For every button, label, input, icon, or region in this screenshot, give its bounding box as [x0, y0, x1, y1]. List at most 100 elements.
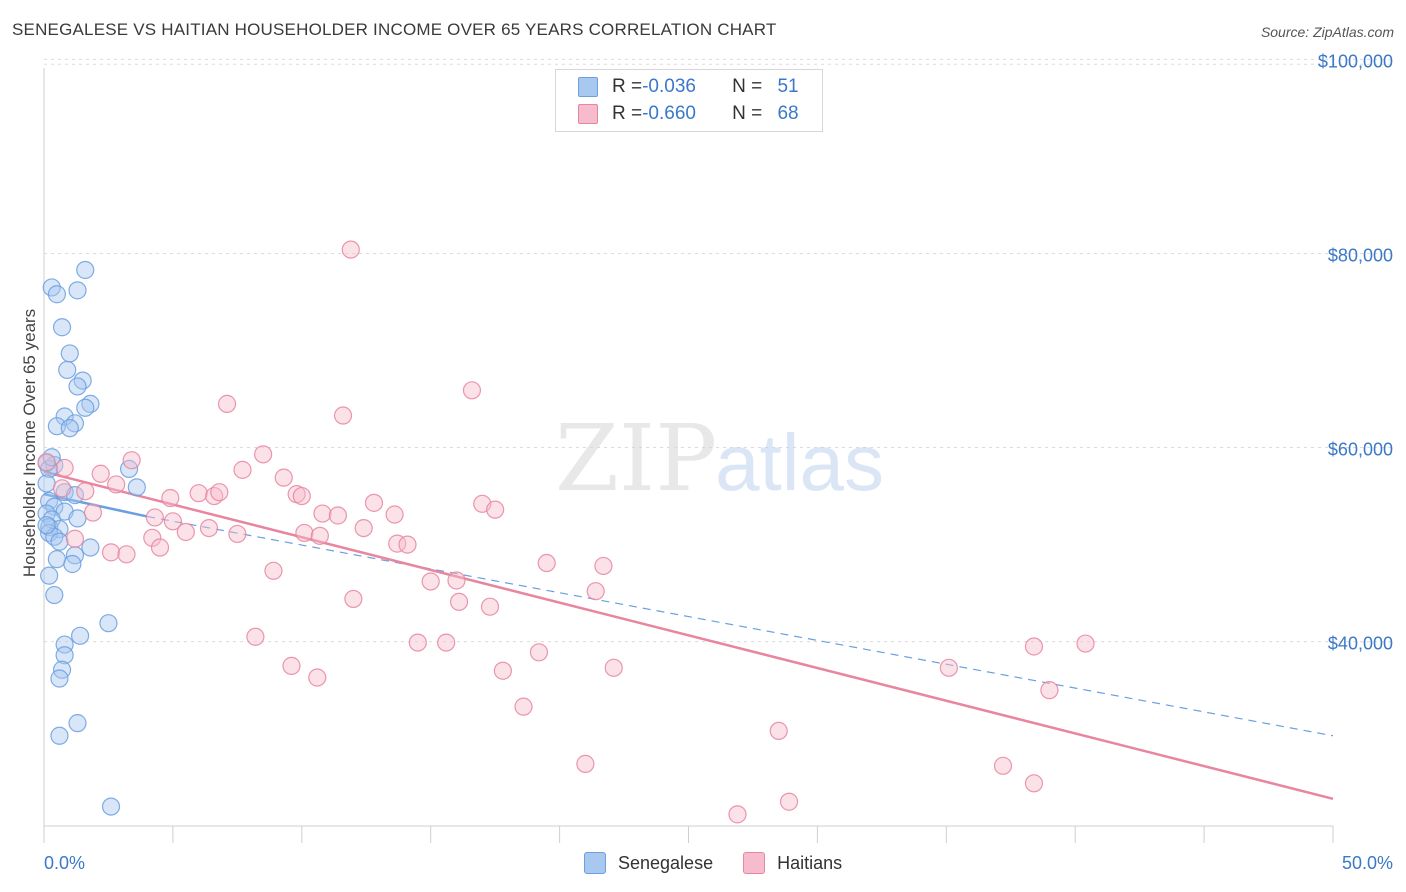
- haitians-point: [107, 475, 126, 494]
- haitians-point: [529, 643, 549, 662]
- haitians-point: [537, 553, 556, 573]
- haitians-point: [354, 518, 373, 538]
- senegalese-point: [58, 360, 77, 380]
- axis-labels: $40,000 $60,000 $80,000 $100,000 0.0% 50.0% Ho…: [20, 51, 1393, 873]
- haitians-point: [295, 523, 314, 543]
- haitians-point: [55, 458, 74, 478]
- senegalese-point: [73, 371, 92, 390]
- senegalese-point: [76, 260, 95, 280]
- haitians-point: [576, 754, 595, 773]
- haitians-point: [408, 633, 427, 652]
- senegalese-point: [50, 726, 69, 745]
- haitians-point: [143, 528, 162, 547]
- y-tick-label: $60,000: [1328, 440, 1393, 460]
- r-value: -0.660: [642, 103, 696, 124]
- axes: [43, 68, 1334, 843]
- senegalese-point: [37, 474, 56, 493]
- haitians-point: [993, 756, 1013, 775]
- y-tick-label: $40,000: [1328, 634, 1393, 654]
- y-tick-label: $80,000: [1328, 245, 1393, 265]
- haitians-point: [76, 482, 95, 501]
- senegalese-point: [37, 516, 56, 535]
- senegalese-point: [68, 509, 87, 528]
- senegalese-point: [63, 554, 82, 574]
- haitians-point: [514, 697, 533, 716]
- haitians-swatch: [578, 104, 598, 124]
- haitians-point: [189, 484, 208, 503]
- series-legend: Senegalese Haitians: [584, 852, 872, 874]
- haitians-point: [313, 504, 332, 523]
- senegalese-point: [60, 344, 79, 363]
- senegalese-point: [50, 532, 69, 551]
- senegalese-point: [68, 714, 87, 733]
- legend-row-senegalese: R = -0.036 N = 51: [578, 75, 799, 99]
- senegalese-point: [55, 407, 74, 426]
- n-value: 68: [777, 103, 799, 124]
- haitians-point: [328, 506, 347, 525]
- haitians-point: [421, 572, 440, 591]
- legend-row-haitians: R = -0.660 N = 68: [578, 102, 799, 126]
- haitians-point: [228, 524, 247, 544]
- senegalese-point: [68, 377, 87, 396]
- haitians-trend-line: [43, 470, 1334, 801]
- y-tick-label: $100,000: [1318, 51, 1393, 71]
- haitians-point: [364, 493, 384, 512]
- haitians-point: [254, 445, 273, 464]
- haitians-point: [344, 589, 363, 609]
- haitians-point: [385, 505, 404, 524]
- y-axis-title: Householder Income Over 65 years: [20, 309, 39, 577]
- haitians-point: [199, 518, 219, 538]
- senegalese-point: [45, 585, 64, 605]
- haitians-point: [1024, 637, 1044, 656]
- n-label: N =: [732, 76, 768, 97]
- haitians-point: [310, 526, 329, 545]
- r-value: -0.036: [642, 76, 696, 97]
- chart-title: SENEGALESE VS HAITIAN HOUSEHOLDER INCOME…: [12, 20, 777, 39]
- series-haitians: [37, 240, 1095, 824]
- haitians-point: [398, 535, 417, 554]
- x-tick-label: 0.0%: [44, 853, 85, 873]
- senegalese-point: [81, 538, 100, 557]
- haitians-point: [462, 381, 482, 400]
- haitians-point: [246, 627, 265, 646]
- haitians-point: [264, 561, 283, 580]
- haitians-point: [728, 805, 747, 824]
- haitians-point: [233, 460, 252, 479]
- haitians-point: [341, 240, 360, 259]
- senegalese-point: [50, 669, 69, 688]
- haitians-point: [449, 592, 469, 611]
- senegalese-trend-extension: [147, 515, 1334, 737]
- senegalese-point: [101, 797, 121, 816]
- stats-legend: R = -0.036 N = 51 R = -0.660 N = 68: [555, 69, 823, 132]
- senegalese-swatch: [578, 77, 598, 97]
- senegalese-point: [60, 419, 79, 438]
- haitians-point: [586, 582, 605, 601]
- haitians-point: [779, 792, 799, 811]
- haitians-point: [437, 633, 456, 652]
- haitians-point: [594, 556, 613, 576]
- haitians-point: [101, 543, 121, 562]
- watermark-atlas: atlas: [715, 418, 884, 507]
- haitians-point: [486, 500, 505, 519]
- senegalese-point: [68, 281, 87, 300]
- haitians-point: [210, 483, 229, 502]
- senegalese-point: [70, 626, 90, 645]
- haitians-point: [769, 721, 788, 741]
- legend-item-senegalese[interactable]: Senegalese: [584, 852, 713, 874]
- haitians-point: [1024, 774, 1044, 793]
- legend-item-haitians[interactable]: Haitians: [743, 852, 842, 874]
- senegalese-point: [47, 550, 66, 569]
- haitians-point: [145, 508, 164, 527]
- haitians-point: [493, 661, 512, 680]
- haitians-point: [480, 597, 500, 616]
- haitians-point: [1076, 634, 1095, 653]
- haitians-point: [308, 668, 327, 687]
- haitians-point: [604, 658, 623, 677]
- r-label: R =: [612, 76, 643, 97]
- senegalese-trend-line: [43, 492, 148, 518]
- haitians-point: [122, 451, 141, 470]
- haitians-point: [91, 464, 110, 483]
- senegalese-point: [55, 646, 74, 665]
- haitians-point: [217, 394, 237, 413]
